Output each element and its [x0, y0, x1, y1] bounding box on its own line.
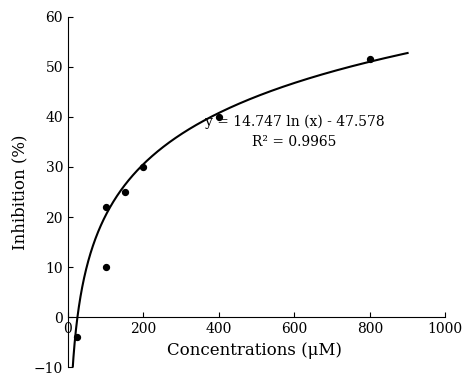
Point: [102, 204, 109, 210]
Text: y = 14.747 ln (x) - 47.578
R² = 0.9965: y = 14.747 ln (x) - 47.578 R² = 0.9965: [205, 115, 384, 149]
Point: [215, 114, 223, 120]
Point: [102, 264, 109, 270]
Point: [140, 164, 147, 170]
Point: [73, 334, 81, 341]
X-axis label: Concentrations (μM): Concentrations (μM): [167, 342, 342, 359]
Y-axis label: Inhibition (%): Inhibition (%): [11, 134, 28, 250]
Point: [121, 189, 128, 195]
Point: [366, 56, 374, 62]
